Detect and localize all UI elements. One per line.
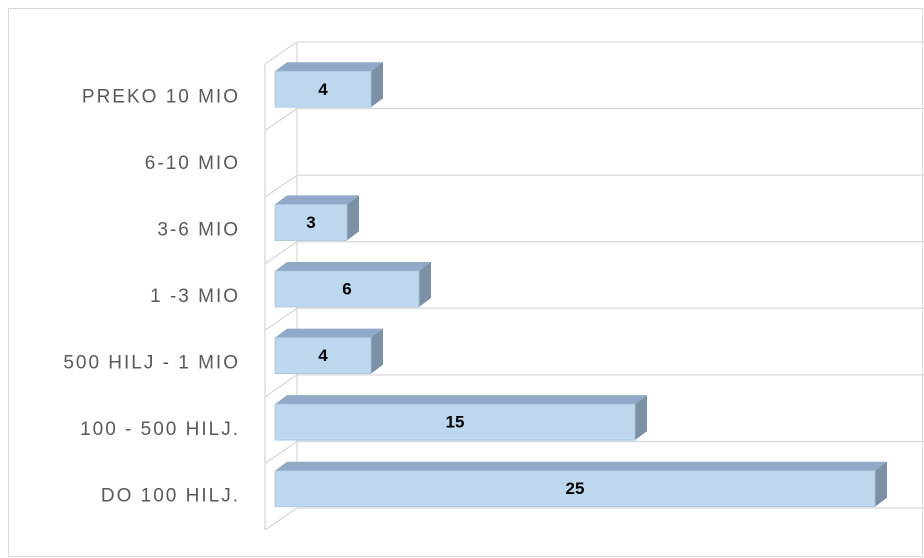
y-tick-label: PREKO 10 MIO: [82, 86, 240, 107]
bar: [274, 395, 647, 441]
y-tick-label: 100 - 500 HILJ.: [80, 419, 240, 440]
grid-line: [264, 374, 298, 398]
bar-top: [275, 395, 647, 405]
grid-line: [264, 307, 298, 331]
bar: [274, 461, 887, 508]
data-label: 4: [318, 80, 328, 99]
bar: [274, 328, 383, 374]
grid-line: [264, 174, 298, 198]
bar-side: [371, 62, 383, 108]
bar: [274, 262, 431, 308]
y-tick-label: 6-10 MIO: [145, 153, 240, 174]
bar-top: [275, 62, 383, 72]
bar: [274, 62, 383, 108]
y-tick-label: 500 HILJ - 1 MIO: [63, 353, 240, 374]
y-tick-label: 3-6 MIO: [157, 219, 240, 240]
bar-top: [275, 328, 383, 338]
data-label: 6: [342, 279, 351, 298]
bar-top: [275, 262, 431, 271]
bar-front: [274, 470, 876, 508]
bar-top: [275, 461, 887, 471]
grid-line: [264, 241, 298, 265]
data-label: 25: [566, 479, 585, 498]
bar-front: [274, 270, 420, 308]
bar-top: [275, 195, 359, 205]
data-label: 15: [446, 413, 465, 432]
grid-line: [264, 108, 298, 132]
bar-front: [274, 337, 372, 374]
bar: [274, 195, 359, 241]
grid-line: [264, 507, 298, 531]
bar-side: [347, 195, 359, 241]
data-label: 3: [306, 213, 315, 232]
grid-line: [264, 41, 298, 65]
grid-line: [264, 440, 298, 464]
y-tick-label: 1 -3 MIO: [150, 286, 240, 307]
bar-front: [274, 403, 636, 441]
bar-side: [371, 328, 383, 374]
data-label: 4: [318, 346, 328, 365]
bar-front: [274, 204, 348, 241]
y-tick-label: DO 100 HILJ.: [101, 486, 240, 507]
bar-front: [274, 70, 372, 108]
bar-side: [419, 262, 431, 307]
bar-side: [875, 461, 887, 507]
bar-side: [635, 395, 647, 441]
